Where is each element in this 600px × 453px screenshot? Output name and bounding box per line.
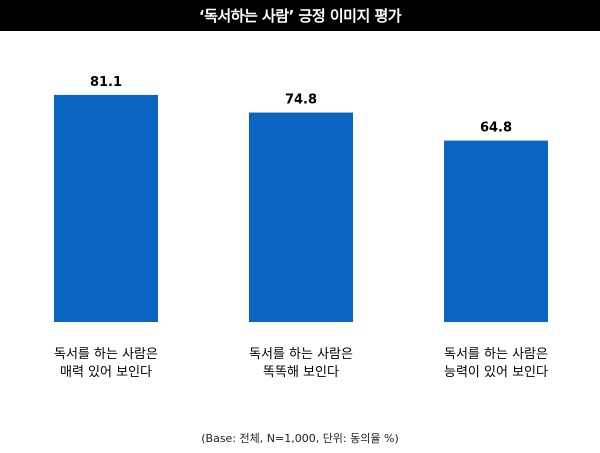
data-label-1: 81.1 xyxy=(90,75,122,90)
bar-1 xyxy=(54,94,158,322)
category-label-1-line-1: 독서를 하는 사람은 xyxy=(54,347,158,362)
bar-3 xyxy=(444,140,548,322)
data-label-3: 64.8 xyxy=(480,121,512,136)
bar-2 xyxy=(249,112,353,322)
category-label-2-line-2: 똑똑해 보인다 xyxy=(263,365,339,380)
data-label-2: 74.8 xyxy=(285,93,317,108)
category-label-3-line-2: 능력이 있어 보인다 xyxy=(444,365,548,380)
chart-title: ‘독서하는 사람’ 긍정 이미지 평가 xyxy=(0,0,600,31)
category-label-3-line-1: 독서를 하는 사람은 xyxy=(444,347,548,362)
category-label-1-line-2: 매력 있어 보인다 xyxy=(60,365,152,380)
category-label-2-line-1: 독서를 하는 사람은 xyxy=(249,347,353,362)
footnote: (Base: 전체, N=1,000, 단위: 동의율 %) xyxy=(201,432,399,445)
